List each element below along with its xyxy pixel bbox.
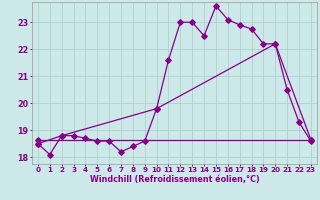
X-axis label: Windchill (Refroidissement éolien,°C): Windchill (Refroidissement éolien,°C)	[90, 175, 259, 184]
